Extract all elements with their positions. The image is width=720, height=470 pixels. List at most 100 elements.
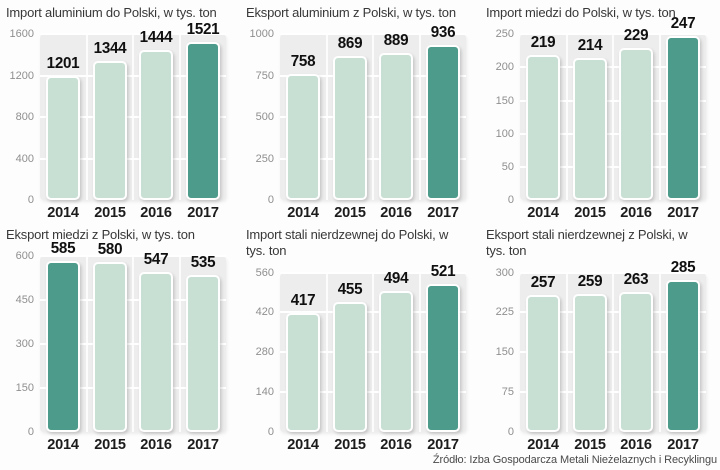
bar-slot: 494 2016 [373, 270, 420, 453]
bar-value-label: 535 [190, 254, 216, 272]
chart-title: Eksport aluminium z Polski, w tys. ton [246, 5, 456, 20]
bar [619, 48, 654, 200]
chart-title: Import miedzi do Polski, w tys. ton [486, 5, 676, 20]
bar-slot: 869 2015 [327, 34, 374, 221]
bar-slot: 758 2014 [280, 34, 327, 221]
bar-value-label: 1444 [139, 29, 173, 47]
grid-vline [418, 272, 421, 432]
y-axis-tick: 150 [495, 346, 514, 359]
bar-slot: 257 2014 [520, 273, 567, 453]
x-axis-year-label: 2014 [287, 436, 320, 453]
bar-value-label: 585 [50, 239, 76, 257]
y-axis-tick: 0 [507, 426, 514, 438]
y-axis-tick: 0 [27, 426, 34, 438]
x-axis-year-label: 2017 [666, 204, 699, 221]
plot-area: 0 150 300 450 600 585 2014 580 2015 547 2016 535 201… [16, 240, 227, 453]
source-row: Źródło: Izba Gospodarcza Metali Nieżelaz… [0, 454, 720, 470]
source-note: Źródło: Izba Gospodarcza Metali Nieżelaz… [432, 454, 717, 466]
bar-slot: 219 2014 [520, 33, 567, 221]
bar-slot: 247 2017 [660, 15, 707, 221]
bar [379, 52, 414, 200]
bar-value-label: 417 [290, 292, 316, 310]
bar [619, 292, 654, 432]
bar-value-label: 285 [670, 259, 696, 277]
bar-slot: 585 2014 [40, 240, 87, 453]
bar-value-label: 219 [530, 33, 556, 51]
x-axis-year-label: 2015 [93, 204, 126, 221]
bar-value-label: 547 [143, 250, 169, 268]
y-axis-tick: 225 [495, 306, 514, 319]
bar-slot: 214 2015 [567, 34, 614, 221]
bar [46, 75, 81, 200]
grid-vline [372, 272, 374, 432]
y-axis-tick: 150 [495, 94, 514, 107]
bar-value-label: 869 [337, 34, 363, 52]
grid-vline [132, 256, 134, 432]
x-axis-year-label: 2016 [380, 436, 413, 453]
chart-title: Import stali nierdzewnej do Polski, w ty… [246, 227, 449, 259]
bar-value-label: 889 [383, 31, 409, 49]
bar-slot: 521 2017 [420, 263, 467, 453]
bar-slot: 229 2016 [613, 27, 660, 221]
y-axis-tick: 150 [15, 382, 34, 395]
bar-chart-5: Import stali nierdzewnej do Polski, w ty… [240, 222, 480, 454]
y-axis-tick: 300 [15, 338, 34, 351]
bar-slot: 535 2017 [180, 254, 227, 453]
bar-value-label: 521 [430, 262, 456, 280]
bar-value-label: 259 [577, 273, 603, 291]
bar-chart-6: Eksport stali nierdzewnej z Polski, w ty… [480, 222, 720, 454]
bar-value-label: 580 [97, 241, 123, 259]
bar [286, 74, 321, 200]
x-axis-year-label: 2017 [426, 436, 459, 453]
plot-area: 0 140 280 420 560 417 2014 455 2015 494 2016 521 201… [256, 263, 467, 453]
grid-vline [418, 34, 421, 200]
bar-value-label: 263 [623, 271, 649, 289]
bar-chart-4: Eksport miedzi z Polski, w tys. ton 0 150 3… [0, 222, 240, 454]
grid-vline [85, 34, 88, 200]
grid-vline [658, 272, 661, 432]
charts-grid: Import aluminium do Polski, w tys. ton 0 4… [0, 5, 720, 454]
plot-area: 0 400 800 1200 1600 1201 2014 1344 2015 1444 2016 1… [10, 21, 226, 221]
bar-slot: 580 2015 [87, 241, 134, 453]
y-axis-tick: 200 [495, 61, 514, 74]
y-axis-tick: 250 [495, 28, 514, 41]
y-axis-tick: 300 [495, 266, 514, 279]
y-axis-tick: 600 [15, 250, 34, 263]
bar-highlighted [425, 44, 460, 200]
x-axis-year-label: 2017 [426, 204, 459, 221]
chart-title: Eksport stali nierdzewnej z Polski, w ty… [486, 227, 688, 259]
x-axis-year-label: 2017 [666, 436, 699, 453]
plot-area: 0 250 500 750 1000 758 2014 869 2015 889 2016 936 20… [250, 24, 467, 221]
x-axis-year-label: 2015 [573, 436, 606, 453]
bar [92, 262, 127, 432]
x-axis-year-label: 2014 [47, 204, 80, 221]
bar-highlighted [665, 280, 700, 432]
y-axis-tick: 250 [255, 152, 274, 165]
y-axis-tick: 800 [15, 111, 34, 124]
y-axis-tick: 75 [501, 386, 514, 399]
bar-slot: 936 2017 [420, 24, 467, 221]
bar-slot: 1201 2014 [40, 34, 87, 221]
bar-value-label: 455 [337, 281, 363, 299]
y-axis-tick: 0 [267, 194, 274, 206]
bar [92, 60, 127, 200]
bar-slot: 455 2015 [327, 273, 374, 453]
chart-title: Import aluminium do Polski, w tys. ton [6, 5, 217, 20]
bar [139, 50, 174, 200]
x-axis-year-label: 2016 [140, 436, 173, 453]
grid-vline [372, 34, 374, 200]
y-axis-tick: 1000 [249, 28, 274, 41]
grid-vline [325, 272, 328, 432]
bar-slot: 259 2015 [567, 273, 614, 453]
x-axis-year-label: 2015 [333, 204, 366, 221]
grid-vline [612, 272, 614, 432]
y-axis-tick: 50 [501, 160, 514, 173]
bar-value-label: 257 [530, 274, 556, 292]
bar-value-label: 247 [670, 15, 696, 33]
grid-vline [612, 34, 614, 200]
bar-highlighted [665, 36, 700, 200]
x-axis-year-label: 2014 [287, 204, 320, 221]
grid-vline [658, 34, 661, 200]
x-axis-year-label: 2017 [186, 436, 219, 453]
y-axis-tick: 140 [255, 386, 274, 399]
